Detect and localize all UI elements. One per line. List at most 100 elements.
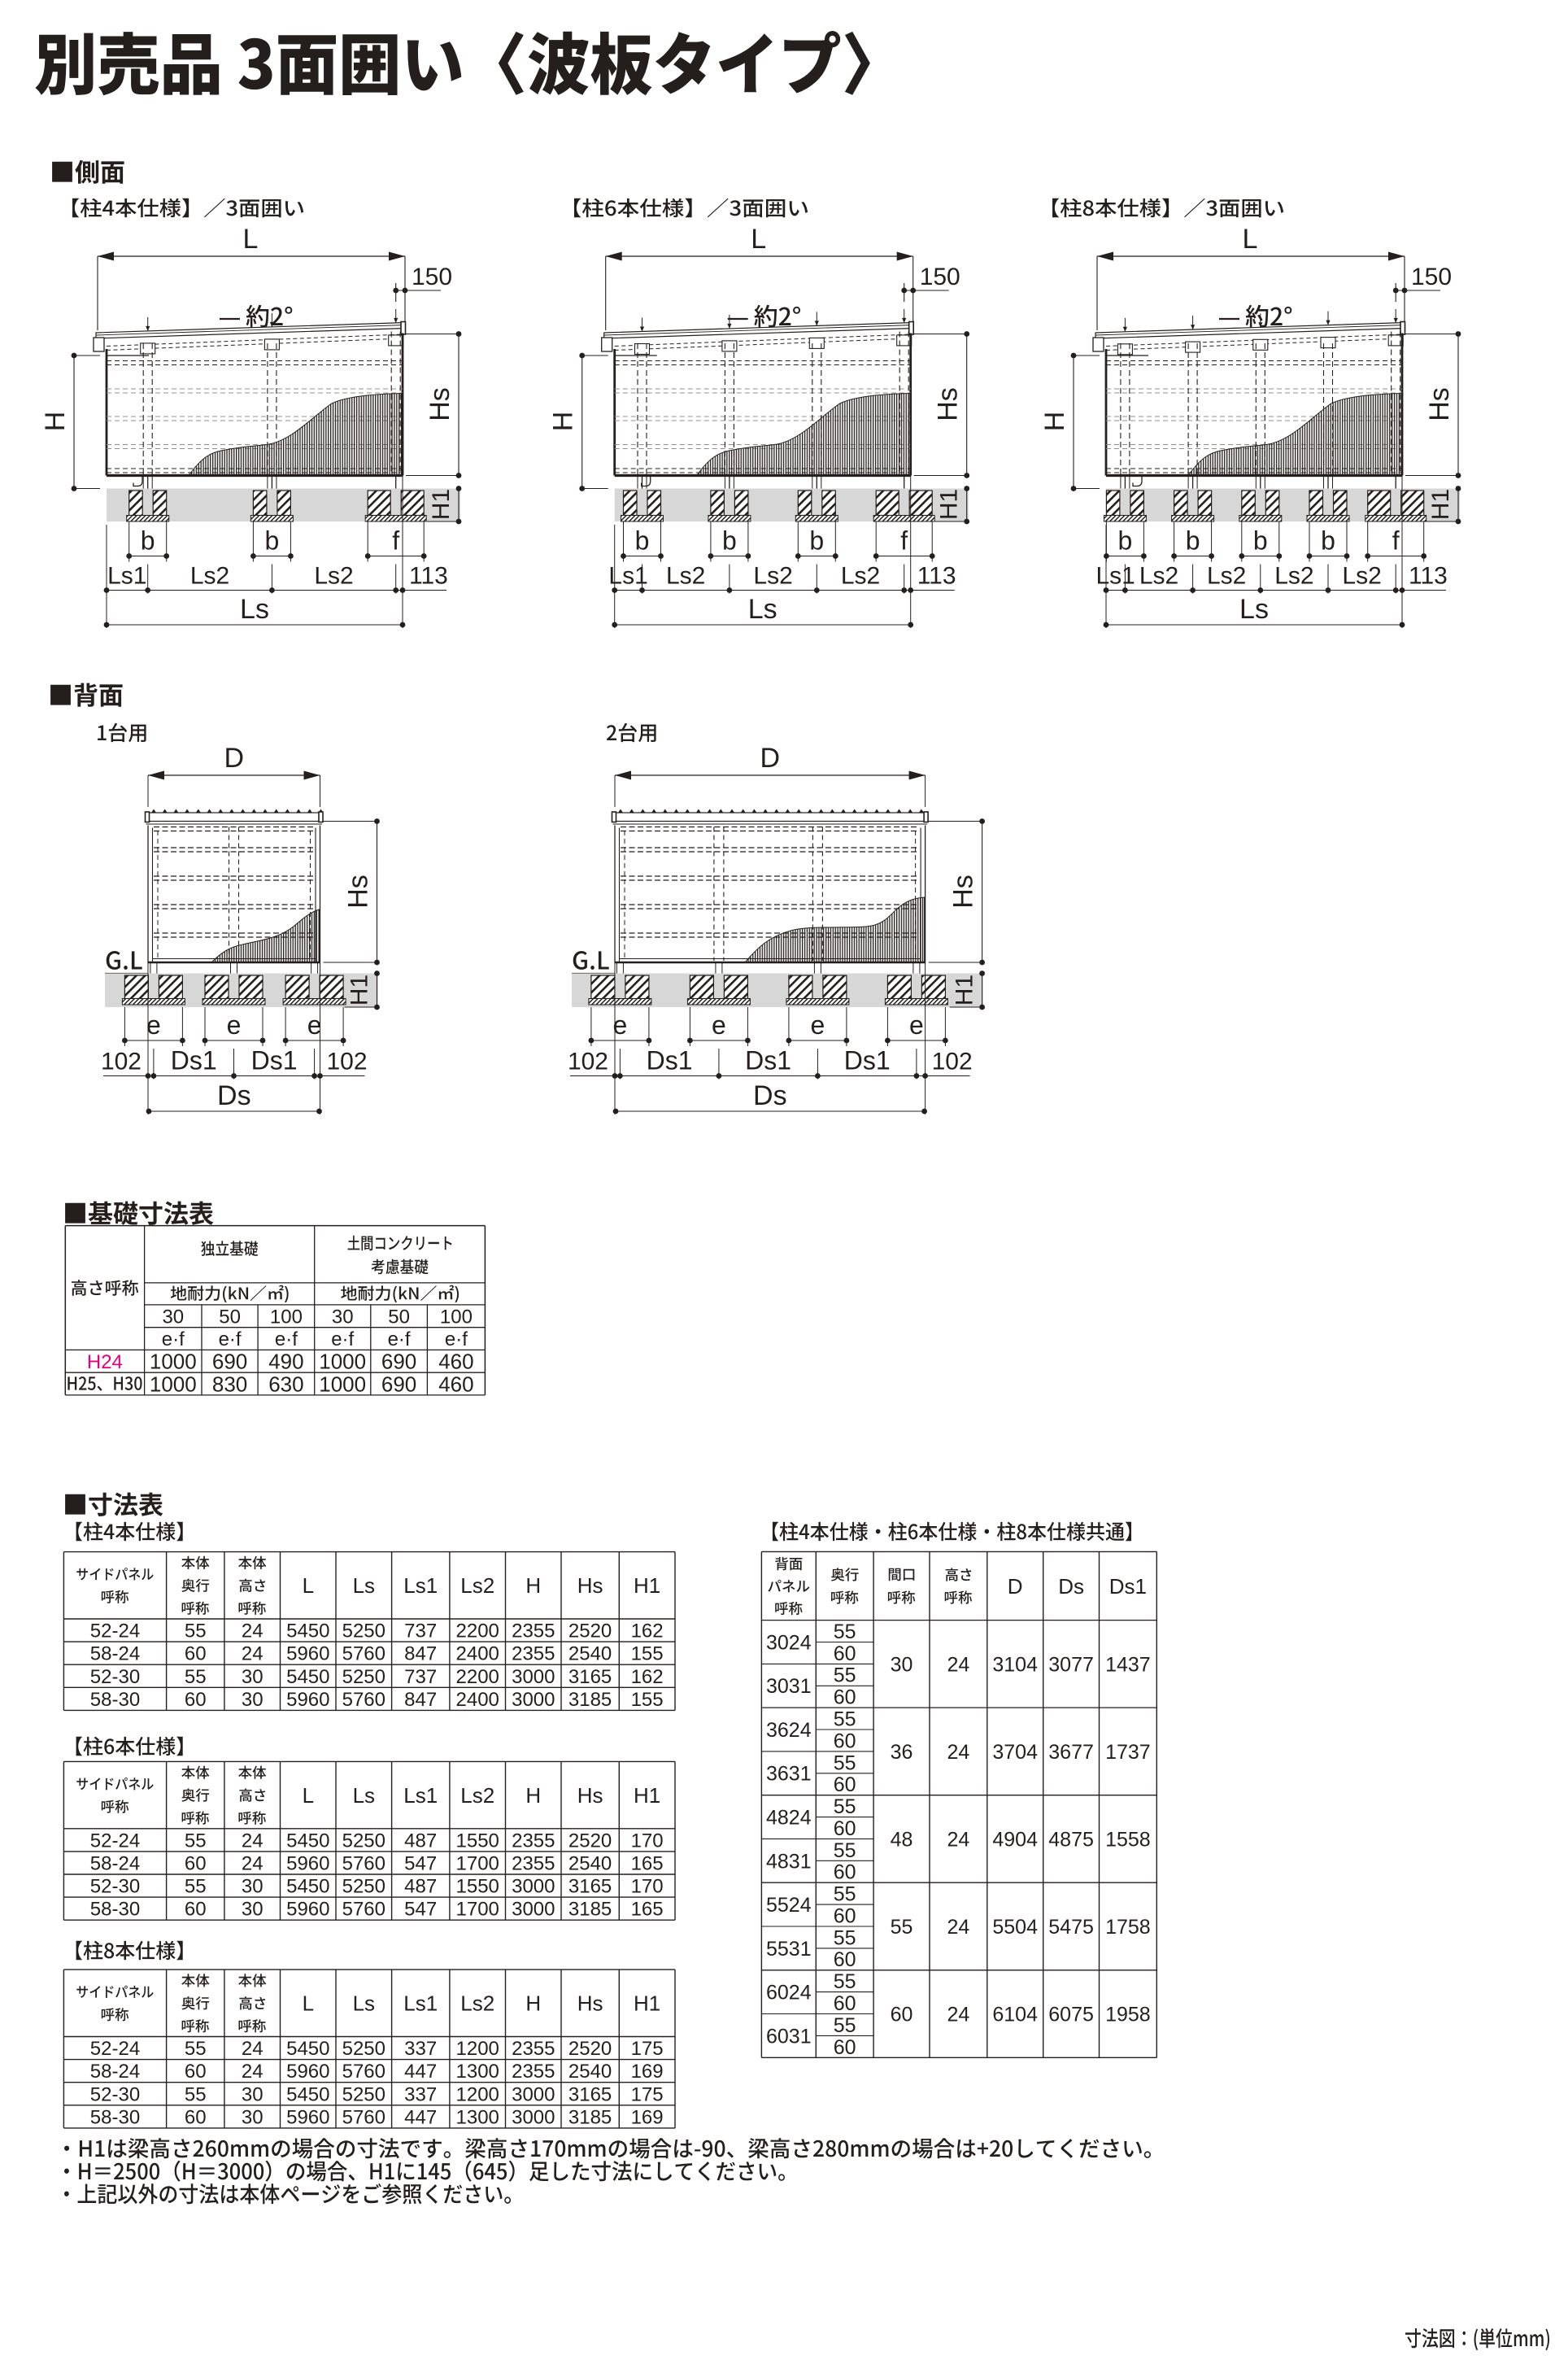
svg-text:690: 690: [212, 1350, 247, 1374]
svg-text:1958: 1958: [1105, 2004, 1151, 2026]
svg-text:55: 55: [185, 1830, 207, 1852]
svg-text:55: 55: [834, 1839, 856, 1862]
svg-text:175: 175: [631, 2083, 664, 2105]
svg-text:L: L: [751, 224, 766, 255]
svg-text:6031: 6031: [766, 2025, 812, 2048]
svg-text:102: 102: [932, 1049, 973, 1075]
svg-text:55: 55: [834, 1664, 856, 1687]
svg-text:737: 737: [404, 1666, 437, 1688]
svg-text:e: e: [811, 1010, 825, 1040]
svg-text:487: 487: [404, 1876, 437, 1898]
svg-text:3185: 3185: [568, 1899, 612, 1921]
svg-text:5450: 5450: [286, 1621, 329, 1642]
svg-text:5960: 5960: [286, 1689, 329, 1711]
svg-text:Ls2: Ls2: [666, 563, 705, 590]
svg-text:L: L: [303, 1573, 314, 1598]
svg-text:5760: 5760: [342, 1853, 385, 1875]
svg-text:5960: 5960: [286, 1899, 329, 1921]
svg-text:24: 24: [242, 1853, 264, 1875]
svg-text:337: 337: [404, 2083, 437, 2105]
svg-text:58-24: 58-24: [90, 1853, 140, 1875]
svg-text:337: 337: [404, 2038, 437, 2060]
svg-text:5760: 5760: [342, 1689, 385, 1711]
svg-text:f: f: [392, 526, 399, 556]
svg-text:24: 24: [947, 1828, 969, 1851]
svg-text:Ls2: Ls2: [460, 1573, 494, 1598]
svg-text:24: 24: [242, 1621, 264, 1642]
svg-text:60: 60: [185, 2061, 207, 2083]
svg-text:460: 460: [438, 1350, 473, 1374]
svg-text:Ls2: Ls2: [460, 1783, 494, 1808]
svg-text:5760: 5760: [342, 2106, 385, 2128]
svg-text:f: f: [900, 526, 908, 556]
svg-text:b: b: [1186, 526, 1200, 556]
svg-text:2540: 2540: [568, 2061, 612, 2083]
svg-text:55: 55: [891, 1916, 913, 1939]
svg-text:60: 60: [891, 2004, 913, 2026]
svg-text:Ds: Ds: [217, 1080, 251, 1111]
svg-text:4831: 4831: [766, 1850, 812, 1873]
svg-text:1737: 1737: [1105, 1741, 1151, 1764]
svg-text:Ls1: Ls1: [403, 1783, 438, 1808]
svg-text:L: L: [303, 1991, 314, 2016]
svg-text:Ds: Ds: [1058, 1574, 1084, 1599]
svg-text:447: 447: [404, 2106, 437, 2128]
svg-text:3104: 3104: [992, 1653, 1038, 1676]
svg-text:165: 165: [631, 1853, 664, 1875]
svg-text:55: 55: [185, 2038, 207, 2060]
svg-text:24: 24: [947, 2004, 969, 2026]
svg-text:547: 547: [404, 1899, 437, 1921]
svg-text:2200: 2200: [456, 1666, 499, 1688]
svg-text:52-24: 52-24: [90, 1621, 140, 1642]
svg-text:5450: 5450: [286, 2038, 329, 2060]
svg-text:e: e: [712, 1010, 726, 1040]
svg-text:60: 60: [185, 1643, 207, 1665]
svg-text:630: 630: [268, 1372, 303, 1396]
svg-text:H1: H1: [1427, 489, 1454, 520]
svg-text:Ls: Ls: [748, 594, 777, 625]
svg-text:60: 60: [834, 1773, 856, 1796]
svg-text:e·f: e·f: [388, 1328, 411, 1350]
svg-text:Ls: Ls: [353, 1573, 375, 1598]
svg-text:Hs: Hs: [343, 875, 374, 909]
svg-text:2520: 2520: [568, 1830, 612, 1852]
svg-text:2200: 2200: [456, 1621, 499, 1642]
svg-text:830: 830: [212, 1372, 247, 1396]
svg-text:60: 60: [834, 1817, 856, 1840]
svg-text:D: D: [1008, 1574, 1023, 1599]
svg-text:5760: 5760: [342, 1643, 385, 1665]
svg-text:1437: 1437: [1105, 1653, 1151, 1676]
svg-text:Ls2: Ls2: [753, 563, 792, 590]
svg-text:1300: 1300: [456, 2061, 499, 2083]
svg-text:58-24: 58-24: [90, 2061, 140, 2083]
svg-text:5960: 5960: [286, 1643, 329, 1665]
svg-text:Hs: Hs: [577, 1573, 603, 1598]
svg-text:L: L: [1243, 224, 1258, 255]
svg-text:Ls1: Ls1: [107, 563, 146, 590]
svg-text:24: 24: [947, 1653, 969, 1676]
svg-text:e: e: [613, 1010, 628, 1040]
svg-text:H1: H1: [428, 489, 455, 520]
svg-text:60: 60: [834, 2036, 856, 2059]
svg-text:5475: 5475: [1048, 1916, 1094, 1939]
svg-text:H1: H1: [634, 1573, 660, 1598]
svg-text:2540: 2540: [568, 1643, 612, 1665]
svg-text:3165: 3165: [568, 2083, 612, 2105]
svg-text:3185: 3185: [568, 1689, 612, 1711]
svg-text:2520: 2520: [568, 2038, 612, 2060]
svg-text:55: 55: [185, 1666, 207, 1688]
svg-text:3000: 3000: [512, 1666, 555, 1688]
svg-text:Ls2: Ls2: [841, 563, 880, 590]
svg-text:H: H: [1039, 412, 1070, 432]
svg-text:60: 60: [185, 1689, 207, 1711]
svg-text:3000: 3000: [512, 1689, 555, 1711]
svg-text:170: 170: [631, 1876, 664, 1898]
svg-text:60: 60: [834, 1905, 856, 1928]
svg-text:e·f: e·f: [275, 1328, 298, 1350]
svg-text:D: D: [224, 743, 245, 774]
svg-text:100: 100: [440, 1306, 473, 1328]
svg-text:H1: H1: [346, 975, 373, 1005]
svg-text:52-30: 52-30: [90, 1666, 140, 1688]
svg-text:1300: 1300: [456, 2106, 499, 2128]
svg-text:2400: 2400: [456, 1689, 499, 1711]
